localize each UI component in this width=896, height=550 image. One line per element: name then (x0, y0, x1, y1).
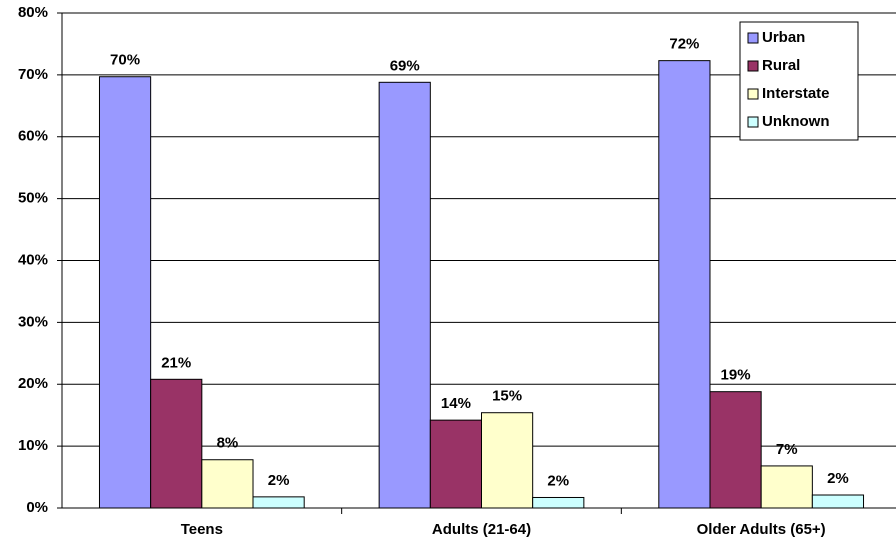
legend-swatch (747, 88, 759, 100)
value-label: 70% (110, 52, 140, 69)
legend-label: Rural (762, 57, 800, 74)
y-tick-label: 10% (18, 437, 48, 454)
bar (760, 465, 813, 509)
bar (811, 494, 865, 509)
value-label: 15% (492, 388, 522, 405)
bar (98, 76, 152, 509)
y-tick-label: 0% (26, 499, 48, 516)
legend-label: Interstate (762, 85, 830, 102)
value-label: 72% (669, 36, 699, 53)
y-tick-label: 80% (18, 4, 48, 21)
y-tick-label: 50% (18, 190, 48, 207)
value-label: 7% (776, 441, 798, 458)
value-label: 2% (827, 470, 849, 487)
value-label: 2% (547, 472, 569, 489)
legend-box (739, 21, 859, 141)
value-label: 69% (390, 57, 420, 74)
x-tick-label: Older Adults (65+) (697, 521, 826, 538)
y-tick-label: 20% (18, 375, 48, 392)
legend-swatch (747, 60, 759, 72)
bar (709, 391, 762, 509)
value-label: 8% (217, 435, 239, 452)
bar (532, 496, 585, 509)
value-label: 14% (441, 395, 471, 412)
y-tick-label: 70% (18, 66, 48, 83)
legend-label: Unknown (762, 113, 830, 130)
value-label: 21% (161, 354, 191, 371)
bar (429, 419, 483, 509)
bar (201, 459, 254, 509)
value-label: 2% (268, 472, 290, 489)
y-tick-label: 60% (18, 128, 48, 145)
legend-swatch (747, 116, 759, 128)
legend-label: Urban (762, 29, 805, 46)
bar (481, 412, 534, 509)
legend-swatch (747, 32, 759, 44)
x-tick-label: Teens (181, 521, 223, 538)
bar (378, 81, 431, 509)
bar (150, 378, 203, 509)
y-tick-label: 40% (18, 251, 48, 268)
bar (658, 60, 711, 509)
x-tick-label: Adults (21-64) (432, 521, 531, 538)
y-tick-label: 30% (18, 313, 48, 330)
value-label: 19% (721, 367, 751, 384)
bar (252, 496, 305, 509)
